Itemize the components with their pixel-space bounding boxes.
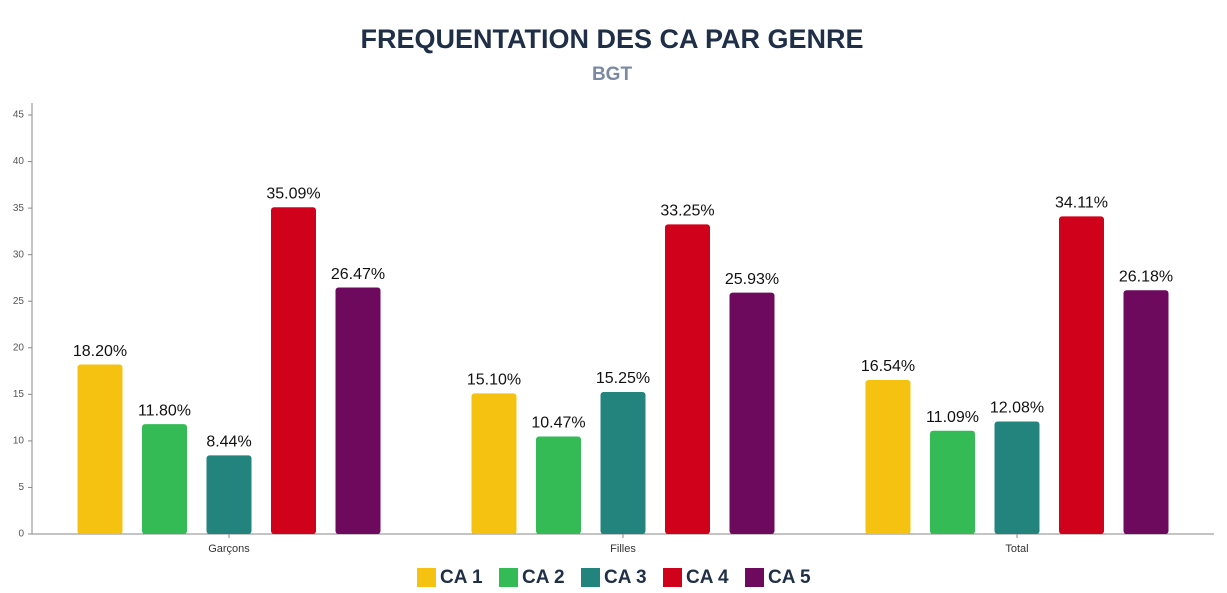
legend-label: CA 1 xyxy=(440,567,483,588)
value-label: 18.20% xyxy=(73,343,127,360)
bar xyxy=(865,379,911,534)
value-label: 11.80% xyxy=(138,402,191,419)
x-tick-label: Garçons xyxy=(208,543,250,555)
legend-swatch xyxy=(499,568,518,587)
bar xyxy=(1059,216,1104,534)
value-label: 16.54% xyxy=(861,358,915,375)
y-tick-label: 15 xyxy=(13,389,25,400)
y-tick-label: 35 xyxy=(13,203,25,214)
bar xyxy=(471,393,517,534)
legend-label: CA 2 xyxy=(522,567,565,588)
value-label: 26.18% xyxy=(1119,268,1173,285)
y-tick-label: 45 xyxy=(13,110,25,121)
value-label: 11.09% xyxy=(926,409,979,426)
bar xyxy=(1123,290,1169,534)
bar xyxy=(335,287,381,534)
legend-label: CA 4 xyxy=(686,567,729,588)
y-tick-label: 40 xyxy=(13,156,25,167)
x-tick-label: Filles xyxy=(610,543,636,555)
value-label: 15.10% xyxy=(467,372,521,389)
value-label: 35.09% xyxy=(266,185,320,202)
y-tick-label: 30 xyxy=(13,249,25,260)
bar xyxy=(930,430,975,534)
value-label: 10.47% xyxy=(531,415,585,432)
legend-label: CA 3 xyxy=(604,567,647,588)
value-label: 25.93% xyxy=(725,271,779,288)
value-label: 34.11% xyxy=(1055,195,1108,212)
bar xyxy=(206,455,252,534)
y-tick-label: 25 xyxy=(13,296,25,307)
value-label: 33.25% xyxy=(660,203,714,220)
bar xyxy=(536,436,581,534)
legend-swatch xyxy=(417,568,436,587)
bar xyxy=(77,364,123,534)
value-label: 15.25% xyxy=(596,370,650,387)
value-label: 8.44% xyxy=(206,434,251,451)
chart-title: FREQUENTATION DES CA PAR GENRE xyxy=(360,24,863,54)
legend-label: CA 5 xyxy=(768,567,811,588)
x-tick-label: Total xyxy=(1005,543,1028,555)
legend-swatch xyxy=(581,568,600,587)
bar xyxy=(729,292,775,534)
bar xyxy=(994,421,1040,534)
y-tick-label: 20 xyxy=(13,342,25,353)
bar xyxy=(665,224,710,534)
bar xyxy=(271,207,316,534)
value-label: 26.47% xyxy=(331,266,385,283)
y-tick-label: 10 xyxy=(13,436,25,447)
value-label: 12.08% xyxy=(990,400,1044,417)
y-tick-label: 0 xyxy=(18,529,24,540)
legend-swatch xyxy=(663,568,682,587)
legend-swatch xyxy=(745,568,764,587)
bar xyxy=(142,424,187,534)
bar xyxy=(600,392,646,534)
y-tick-label: 5 xyxy=(18,482,24,493)
chart-subtitle: BGT xyxy=(592,64,633,85)
